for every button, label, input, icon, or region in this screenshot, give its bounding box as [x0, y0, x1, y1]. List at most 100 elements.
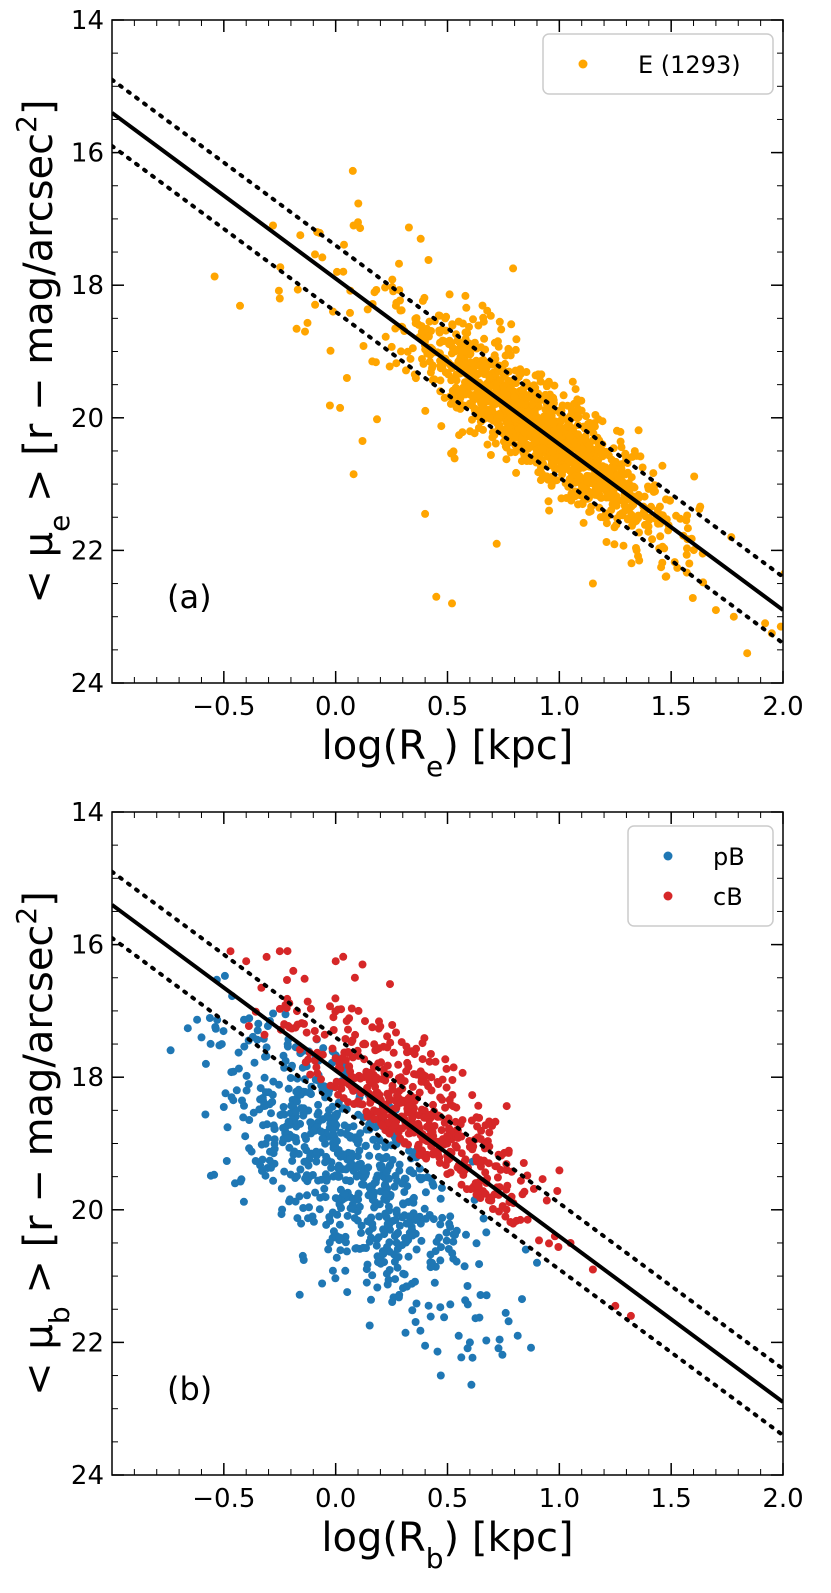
data-point [348, 166, 357, 175]
data-point [311, 1188, 320, 1197]
data-point [442, 1236, 451, 1245]
data-point [343, 1211, 352, 1220]
data-point [211, 1024, 220, 1033]
data-point [395, 1221, 404, 1230]
data-point [588, 579, 597, 588]
data-point [409, 1169, 418, 1178]
data-point [495, 1207, 503, 1216]
data-point [422, 1154, 431, 1163]
data-point [472, 1113, 481, 1122]
data-point [284, 1134, 293, 1143]
data-point [524, 407, 533, 416]
data-point [355, 1146, 364, 1155]
data-point [354, 1195, 363, 1204]
data-point [311, 250, 319, 259]
data-point [343, 1288, 352, 1297]
data-point [628, 452, 637, 461]
data-point [250, 1058, 259, 1067]
data-point [527, 400, 536, 409]
data-point [645, 513, 653, 522]
data-point [658, 558, 667, 567]
data-point [442, 1064, 451, 1073]
data-point [384, 1202, 393, 1211]
data-point [353, 1216, 362, 1225]
data-point [320, 1184, 329, 1193]
data-point [358, 437, 367, 445]
data-point [197, 1033, 206, 1042]
data-point [426, 1050, 435, 1058]
data-point [342, 1247, 351, 1256]
data-point [267, 1163, 275, 1172]
data-point [562, 463, 570, 471]
data-point [362, 1265, 371, 1274]
data-point [421, 1341, 430, 1350]
data-point [351, 1030, 360, 1039]
data-point [516, 423, 525, 432]
data-point [347, 1004, 356, 1013]
data-point [318, 1279, 327, 1288]
data-point [548, 417, 557, 426]
data-point [394, 1253, 403, 1261]
data-point [306, 1004, 315, 1013]
data-point [486, 382, 495, 391]
data-point [578, 444, 587, 453]
data-point [426, 1258, 435, 1267]
data-point [402, 366, 410, 375]
data-point [356, 1129, 365, 1138]
data-point [275, 294, 284, 303]
data-point [268, 1098, 277, 1106]
data-point [359, 1243, 368, 1252]
data-point [638, 463, 647, 472]
data-point [452, 1143, 461, 1152]
data-point [399, 1199, 407, 1208]
x-tick-label: 1.0 [539, 692, 580, 722]
data-point [416, 234, 425, 243]
data-point [421, 509, 430, 518]
data-point [394, 1128, 403, 1137]
data-point [429, 1100, 437, 1109]
data-point [512, 335, 521, 344]
data-point [538, 1175, 547, 1184]
data-point [516, 1176, 525, 1185]
data-point [369, 1135, 378, 1144]
data-point [328, 1266, 337, 1275]
data-point [219, 1027, 228, 1036]
data-point [458, 319, 467, 328]
data-point [386, 1038, 395, 1047]
data-point [396, 1077, 405, 1086]
data-point [570, 399, 578, 408]
data-point [269, 221, 277, 230]
data-point [482, 1228, 491, 1237]
data-point [600, 481, 609, 490]
data-point [329, 1227, 338, 1236]
data-point [469, 315, 477, 324]
data-point [309, 1217, 318, 1226]
data-point [383, 1032, 392, 1041]
data-point [378, 1113, 387, 1122]
data-point [404, 1094, 413, 1103]
data-point [374, 1059, 383, 1068]
data-point [485, 372, 494, 381]
panel-b: −0.5 0.0 0.5 1.0 1.5 2.0 14 16 18 20 22 24 log(Rb) [… [10, 798, 804, 1575]
data-point [385, 1266, 394, 1274]
data-point [398, 1213, 407, 1222]
data-point [285, 1143, 294, 1152]
x-axis-label: log(Re) [kpc] [322, 723, 574, 783]
data-point [502, 455, 511, 464]
data-point [388, 1081, 397, 1090]
data-point [265, 1156, 274, 1165]
data-point [621, 450, 630, 459]
data-point [351, 1244, 360, 1253]
data-point [588, 1265, 597, 1274]
data-point [466, 391, 475, 399]
data-point [299, 1111, 308, 1120]
x-tick-label: 0.5 [427, 1484, 468, 1514]
data-point [328, 1102, 337, 1111]
data-point [341, 1056, 350, 1064]
data-point [371, 1046, 380, 1055]
data-point [334, 1005, 343, 1014]
data-point [220, 971, 229, 980]
data-point [270, 1124, 279, 1133]
data-point [683, 524, 692, 533]
